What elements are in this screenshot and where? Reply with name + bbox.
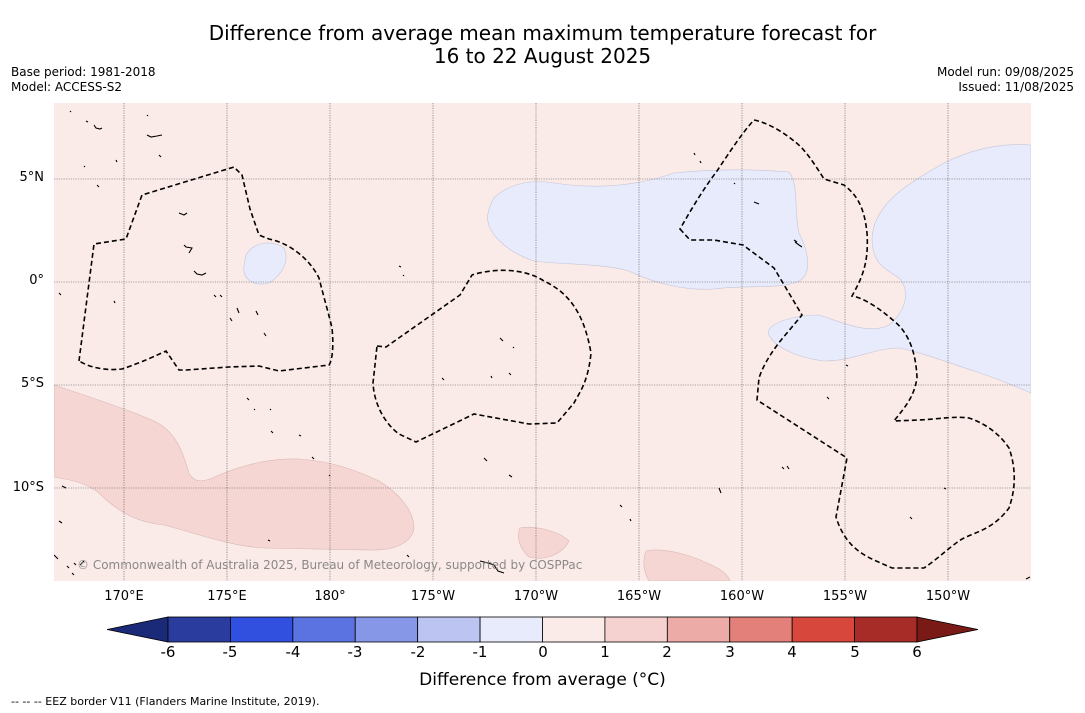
lat-label-5s: 5°S [20,376,44,391]
colorbar-cell [542,616,606,643]
model-name: Model: ACCESS-S2 [11,80,123,94]
lon-label-165w: 165°W [616,589,662,604]
colorbar-tick: -6 [160,643,176,661]
lat-label-10s: 10°S [12,480,44,495]
cool-region-east [767,144,1031,394]
map-title: Difference from average mean maximum tem… [0,22,1085,68]
lon-label-160w: 160°W [719,589,765,604]
title-line-2: 16 to 22 August 2025 [433,44,652,68]
base-period: Base period: 1981-2018 [11,65,156,79]
lon-label-150w: 150°W [925,589,971,604]
meta-right: Model run: 09/08/2025 Issued: 11/08/2025 [937,65,1074,95]
colorbar-extend-high [916,616,979,643]
map-svg [54,103,1031,581]
colorbar-label: Difference from average (°C) [419,670,666,690]
eez-legend-note: -- -- -- EEZ border V11 (Flanders Marine… [11,695,320,708]
colorbar-cell [354,616,419,643]
colorbar-tick: 4 [787,643,797,661]
lat-label-5n: 5°N [19,170,45,185]
warm-region-south-center [518,526,570,559]
colorbar-tick: -5 [222,643,238,661]
colorbar-cell [479,616,543,643]
cool-region-center [487,169,808,290]
colorbar-cells [167,616,918,643]
eez-border-northeast [679,119,1016,569]
colorbar [107,616,979,643]
colorbar-tick: 3 [725,643,735,661]
lat-label-0: 0° [29,273,44,288]
title-line-1: Difference from average mean maximum tem… [208,21,877,45]
colorbar-tick: -1 [472,643,488,661]
islands [54,110,1031,580]
colorbar-cell [604,616,668,643]
issued-date: Issued: 11/08/2025 [958,80,1074,94]
colorbar-cell [292,616,356,643]
cool-region-west-small [243,242,287,285]
colorbar-cell [666,616,731,643]
warm-region-southwest [54,384,415,551]
lon-label-155w: 155°W [822,589,868,604]
meta-left: Base period: 1981-2018 Model: ACCESS-S2 [11,65,156,95]
colorbar-tick: -3 [347,643,363,661]
colorbar-cell [167,616,231,643]
eez-border-west [78,166,334,372]
eez-border-center [372,269,592,443]
colorbar-cell [791,616,855,643]
colorbar-tick: 6 [912,643,922,661]
colorbar-tick: -2 [410,643,426,661]
warm-region-south-east [643,549,731,581]
colorbar-tick: 1 [600,643,610,661]
colorbar-cell [854,616,918,643]
lon-label-175e: 175°E [207,589,247,604]
map-area[interactable] [54,103,1031,581]
colorbar-tick: 0 [538,643,548,661]
lon-label-170e: 170°E [104,589,144,604]
lon-label-175w: 175°W [410,589,456,604]
copyright-notice: © Commonwealth of Australia 2025, Bureau… [77,558,583,572]
map-grid [54,103,1031,581]
lon-label-170w: 170°W [513,589,559,604]
model-run: Model run: 09/08/2025 [936,65,1074,79]
colorbar-cell [417,616,481,643]
colorbar-extend-low [107,616,169,643]
colorbar-tick: 2 [662,643,672,661]
colorbar-cell [729,616,793,643]
colorbar-tick: 5 [850,643,860,661]
eez-borders [78,119,1016,569]
colorbar-tick: -4 [285,643,301,661]
colorbar-cell [230,616,294,643]
lon-label-180: 180° [314,589,346,604]
